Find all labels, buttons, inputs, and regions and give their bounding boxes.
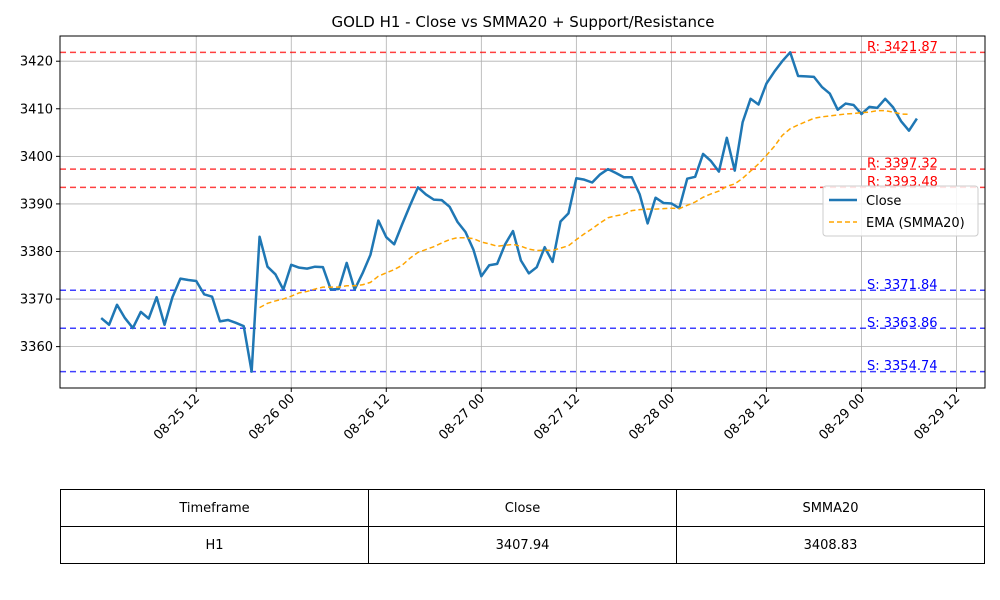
y-tick-label: 3370 bbox=[20, 293, 53, 308]
table-header-row: Timeframe Close SMMA20 bbox=[60, 489, 985, 527]
support-label: S: 3354.74 bbox=[867, 359, 938, 374]
chart-title: GOLD H1 - Close vs SMMA20 + Support/Resi… bbox=[331, 13, 714, 31]
legend: Close EMA (SMMA20) bbox=[822, 185, 979, 237]
y-axis-ticks: 3360 3370 3380 3390 3400 3410 3420 bbox=[20, 55, 60, 355]
y-tick-label: 3360 bbox=[20, 340, 53, 355]
smma20-series-line bbox=[259, 109, 910, 309]
x-tick-label: 08-29 00 bbox=[816, 391, 868, 443]
table-header-timeframe: Timeframe bbox=[60, 489, 369, 527]
legend-box bbox=[822, 185, 979, 237]
y-tick-label: 3380 bbox=[20, 245, 53, 260]
x-tick-label: 08-27 00 bbox=[436, 391, 488, 443]
y-tick-label: 3400 bbox=[20, 150, 53, 165]
table-header-close: Close bbox=[368, 489, 677, 527]
level-labels: R: 3421.87R: 3397.32R: 3393.48S: 3371.84… bbox=[867, 40, 938, 374]
plot-area bbox=[59, 35, 986, 389]
support-label: S: 3363.86 bbox=[867, 316, 938, 331]
table-cell-smma20: 3408.83 bbox=[676, 526, 985, 564]
close-series-line bbox=[100, 51, 918, 373]
series-lines bbox=[100, 51, 918, 373]
support-resistance-levels bbox=[60, 51, 985, 373]
summary-table: Timeframe Close SMMA20 H1 3407.94 3408.8… bbox=[60, 489, 985, 564]
table-cell-close: 3407.94 bbox=[368, 526, 677, 564]
x-tick-label: 08-28 12 bbox=[721, 391, 773, 443]
y-tick-label: 3420 bbox=[20, 55, 53, 70]
table-row: H1 3407.94 3408.83 bbox=[60, 526, 985, 564]
table-header-smma20: SMMA20 bbox=[676, 489, 985, 527]
x-tick-label: 08-29 12 bbox=[911, 391, 963, 443]
x-tick-label: 08-26 00 bbox=[246, 391, 298, 443]
x-tick-label: 08-28 00 bbox=[626, 391, 678, 443]
legend-label-ema: EMA (SMMA20) bbox=[866, 216, 965, 231]
chart: GOLD H1 - Close vs SMMA20 + Support/Resi… bbox=[20, 13, 986, 443]
x-axis-ticks: 08-25 12 08-26 00 08-26 12 08-27 00 08-27 12… bbox=[151, 388, 963, 443]
y-tick-label: 3410 bbox=[20, 102, 53, 117]
support-label: S: 3371.84 bbox=[867, 278, 938, 293]
resistance-label: R: 3397.32 bbox=[867, 157, 938, 172]
y-tick-label: 3390 bbox=[20, 197, 53, 212]
x-tick-label: 08-27 12 bbox=[531, 391, 583, 443]
table-cell-timeframe: H1 bbox=[60, 526, 369, 564]
legend-label-close: Close bbox=[866, 194, 901, 209]
x-tick-label: 08-26 12 bbox=[341, 391, 393, 443]
resistance-label: R: 3421.87 bbox=[867, 40, 938, 55]
x-tick-label: 08-25 12 bbox=[151, 391, 203, 443]
